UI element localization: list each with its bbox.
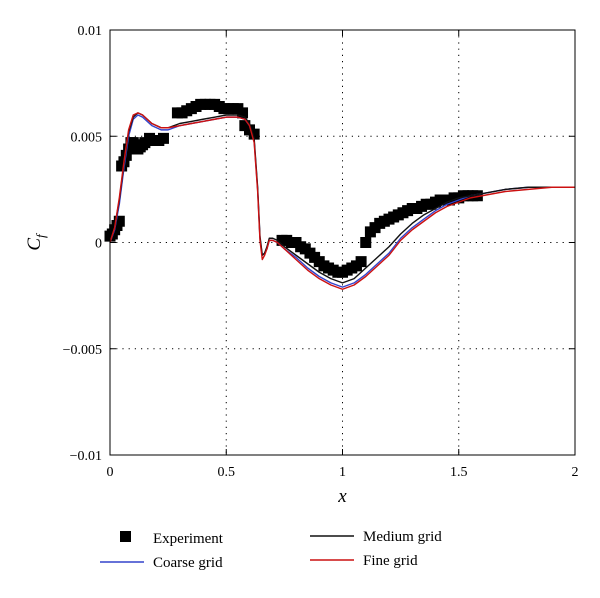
y-tick-label: 0.01 xyxy=(78,24,103,39)
legend-item-medium-grid: Medium grid xyxy=(310,529,442,545)
y-axis-label-main: C xyxy=(24,238,45,251)
series-line-fine-grid xyxy=(109,112,575,290)
experiment-point xyxy=(123,143,135,155)
legend-item-fine-grid: Fine grid xyxy=(310,553,418,569)
x-tick-label: 2 xyxy=(572,465,579,480)
y-tick-label: 0 xyxy=(95,237,102,252)
experiment-point xyxy=(157,132,169,144)
legend-label: Experiment xyxy=(153,531,224,547)
x-tick-label: 0 xyxy=(107,465,114,480)
x-tick-label: 0.5 xyxy=(218,465,236,480)
x-tick-label: 1 xyxy=(339,465,346,480)
series-experiment xyxy=(104,98,483,278)
y-axis-label-subscript: f xyxy=(33,232,48,238)
x-tick-label: 1.5 xyxy=(450,465,468,480)
experiment-point xyxy=(237,107,249,119)
legend-swatch xyxy=(120,531,131,542)
plot-frame xyxy=(109,29,576,456)
y-tick-label: −0.005 xyxy=(63,343,102,358)
legend-item-coarse-grid: Coarse grid xyxy=(100,555,223,571)
series-layer xyxy=(104,98,575,290)
experiment-point xyxy=(248,128,260,140)
y-axis-label: Cf xyxy=(24,232,48,251)
x-axis-label: x xyxy=(337,486,347,507)
experiment-point xyxy=(113,215,125,227)
y-tick-label: −0.01 xyxy=(70,449,102,464)
experiment-point xyxy=(355,256,367,268)
experiment-point xyxy=(471,190,483,202)
svg-text:Cf: Cf xyxy=(24,232,48,251)
tick-layer: 0 0.5 1 1.5 2 −0.01 −0.005 0 0.005 0.01 xyxy=(63,24,579,480)
legend: Experiment Medium grid Coarse grid Fine gri… xyxy=(100,529,442,571)
legend-label: Fine grid xyxy=(363,553,418,569)
series-line-coarse-grid xyxy=(109,114,575,288)
legend-item-experiment: Experiment xyxy=(120,531,224,547)
legend-label: Medium grid xyxy=(363,529,442,545)
experiment-point xyxy=(360,237,372,248)
y-tick-label: 0.005 xyxy=(71,130,103,145)
legend-label: Coarse grid xyxy=(153,555,223,571)
grid-lines xyxy=(110,30,575,455)
